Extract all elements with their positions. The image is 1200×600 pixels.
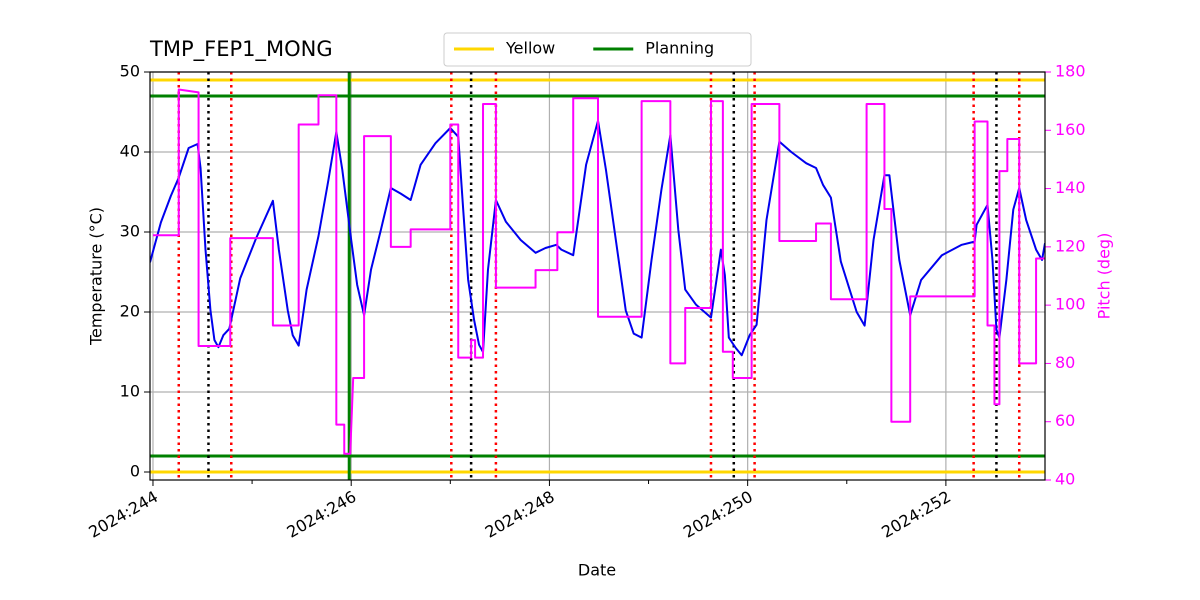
y-axis-label: Temperature (°C) bbox=[87, 207, 106, 346]
y2-tick-label: 80 bbox=[1055, 353, 1075, 372]
y2-tick-label: 120 bbox=[1055, 236, 1086, 255]
x-tick-label: 2024:246 bbox=[284, 487, 360, 542]
y2-tick-label: 180 bbox=[1055, 62, 1086, 81]
y2-tick-label: 60 bbox=[1055, 411, 1075, 430]
axes-frame bbox=[149, 71, 1046, 481]
y-tick-label: 50 bbox=[120, 62, 140, 81]
y2-tick-label: 40 bbox=[1055, 470, 1075, 489]
x-tick-label: 2024:244 bbox=[85, 487, 161, 542]
y-tick-label: 20 bbox=[120, 302, 140, 321]
y-tick-label: 10 bbox=[120, 382, 140, 401]
legend-label: Yellow bbox=[505, 39, 555, 58]
legend-label: Planning bbox=[645, 39, 714, 58]
y-tick-label: 0 bbox=[130, 462, 140, 481]
y-tick-label: 40 bbox=[120, 142, 140, 161]
series-line bbox=[150, 119, 1045, 357]
x-tick-label: 2024:248 bbox=[482, 487, 558, 542]
plot-area bbox=[150, 72, 1045, 480]
series-line bbox=[152, 88, 1045, 455]
x-tick-label: 2024:250 bbox=[680, 487, 756, 542]
y2-tick-label: 100 bbox=[1055, 295, 1086, 314]
y2-tick-label: 140 bbox=[1055, 178, 1086, 197]
y2-axis-label: Pitch (deg) bbox=[1095, 233, 1114, 320]
y-tick-label: 30 bbox=[120, 222, 140, 241]
x-axis-label: Date bbox=[578, 561, 616, 580]
x-tick-label: 2024:252 bbox=[878, 487, 954, 542]
chart-title: TMP_FEP1_MONG bbox=[149, 37, 333, 62]
y2-tick-label: 160 bbox=[1055, 120, 1086, 139]
